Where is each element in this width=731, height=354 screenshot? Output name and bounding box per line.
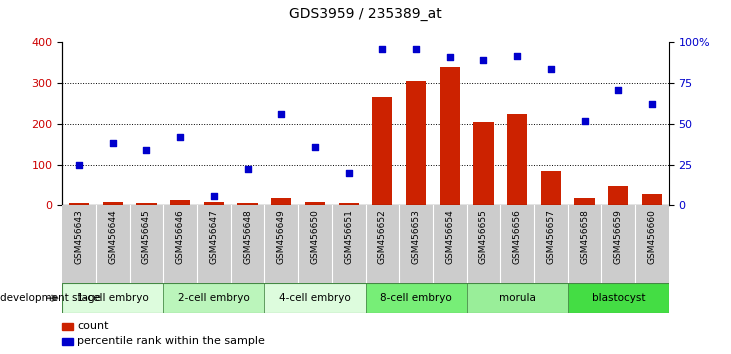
Point (511, 53, 523, 58)
Point (73, 162, 85, 167)
Bar (338, 203, 359, 205)
Text: GSM456645: GSM456645 (142, 209, 151, 264)
Text: GSM456660: GSM456660 (648, 209, 656, 264)
Bar (62, 323, 73, 330)
Point (343, 170, 355, 176)
Bar (69, 203, 89, 205)
Text: 1-cell embryo: 1-cell embryo (77, 293, 148, 303)
Text: GSM456650: GSM456650 (311, 209, 319, 264)
Bar (265, 283, 366, 313)
Bar (305, 202, 325, 205)
Bar (541, 171, 561, 205)
Point (276, 111, 287, 117)
Point (174, 134, 186, 140)
Bar (163, 283, 265, 313)
Text: morula: morula (499, 293, 536, 303)
Text: percentile rank within the sample: percentile rank within the sample (77, 336, 265, 346)
Bar (62, 338, 73, 344)
Text: GSM456657: GSM456657 (546, 209, 556, 264)
Bar (136, 203, 156, 205)
Text: 2-cell embryo: 2-cell embryo (178, 293, 250, 303)
Bar (439, 67, 460, 205)
Text: 4-cell embryo: 4-cell embryo (279, 293, 351, 303)
Bar (608, 186, 629, 205)
Text: GSM456656: GSM456656 (512, 209, 522, 264)
Text: GSM456651: GSM456651 (344, 209, 353, 264)
Text: GSM456655: GSM456655 (479, 209, 488, 264)
Point (410, 46, 422, 52)
Point (444, 54, 455, 60)
Text: GSM456659: GSM456659 (614, 209, 623, 264)
Text: GSM456643: GSM456643 (75, 209, 83, 264)
Point (242, 167, 254, 172)
Point (613, 87, 624, 92)
Text: blastocyst: blastocyst (591, 293, 645, 303)
Point (646, 102, 658, 107)
Text: GSM456647: GSM456647 (209, 209, 219, 264)
Bar (642, 194, 662, 205)
Text: GSM456648: GSM456648 (243, 209, 252, 264)
Text: development stage: development stage (0, 293, 101, 303)
Text: 8-cell embryo: 8-cell embryo (380, 293, 452, 303)
Bar (372, 97, 393, 205)
Text: GSM456652: GSM456652 (378, 209, 387, 264)
Text: GDS3959 / 235389_at: GDS3959 / 235389_at (289, 7, 442, 21)
Bar (507, 114, 527, 205)
Point (376, 46, 388, 52)
Point (208, 193, 219, 198)
Text: GSM456649: GSM456649 (277, 209, 286, 264)
Text: GSM456653: GSM456653 (412, 209, 420, 264)
Text: GSM456644: GSM456644 (108, 209, 117, 264)
Point (477, 58, 489, 63)
Point (579, 118, 591, 124)
Text: count: count (77, 321, 109, 331)
Point (107, 141, 118, 146)
Bar (568, 283, 669, 313)
Text: GSM456654: GSM456654 (445, 209, 454, 264)
Text: GSM456658: GSM456658 (580, 209, 589, 264)
Point (309, 144, 321, 149)
Bar (575, 198, 595, 205)
Bar (62, 283, 163, 313)
Bar (170, 200, 190, 205)
Bar (474, 122, 493, 205)
Bar (466, 283, 568, 313)
Point (545, 66, 557, 72)
Bar (204, 202, 224, 205)
Point (140, 147, 152, 153)
Bar (238, 203, 257, 205)
Bar (102, 202, 123, 205)
Bar (366, 283, 466, 313)
Bar (406, 81, 426, 205)
Bar (271, 198, 292, 205)
Text: GSM456646: GSM456646 (175, 209, 185, 264)
